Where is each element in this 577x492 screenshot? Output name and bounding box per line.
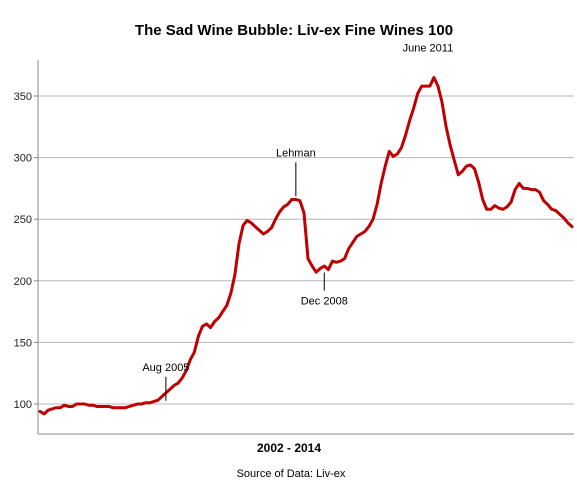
y-axis-ticks: 100 150 200 250 300 350	[14, 91, 38, 411]
annotation-label-3: June 2011	[403, 43, 454, 55]
annotations: Aug 2005 Lehman Dec 2008 June 2011	[142, 43, 453, 401]
chart-title: The Sad Wine Bubble: Liv-ex Fine Wines 1…	[135, 22, 453, 39]
series-line-livex-100	[38, 76, 574, 416]
annotation-label-1: Lehman	[276, 147, 316, 159]
y-tick-label-150: 150	[14, 337, 32, 349]
y-tick-label-300: 300	[14, 153, 32, 165]
y-tick-label-250: 250	[14, 214, 32, 226]
y-tick-label-100: 100	[14, 399, 32, 411]
source-note: Source of Data: Liv-ex	[237, 468, 346, 480]
annotation-label-0: Aug 2005	[142, 362, 189, 374]
annotation-label-2: Dec 2008	[301, 295, 348, 307]
gridlines	[38, 95, 574, 405]
y-tick-label-350: 350	[14, 91, 32, 103]
x-axis-label: 2002 - 2014	[257, 441, 321, 455]
y-tick-label-200: 200	[14, 276, 32, 288]
